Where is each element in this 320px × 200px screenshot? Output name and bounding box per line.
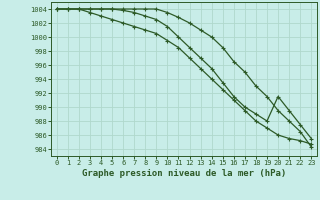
X-axis label: Graphe pression niveau de la mer (hPa): Graphe pression niveau de la mer (hPa) [82,169,286,178]
